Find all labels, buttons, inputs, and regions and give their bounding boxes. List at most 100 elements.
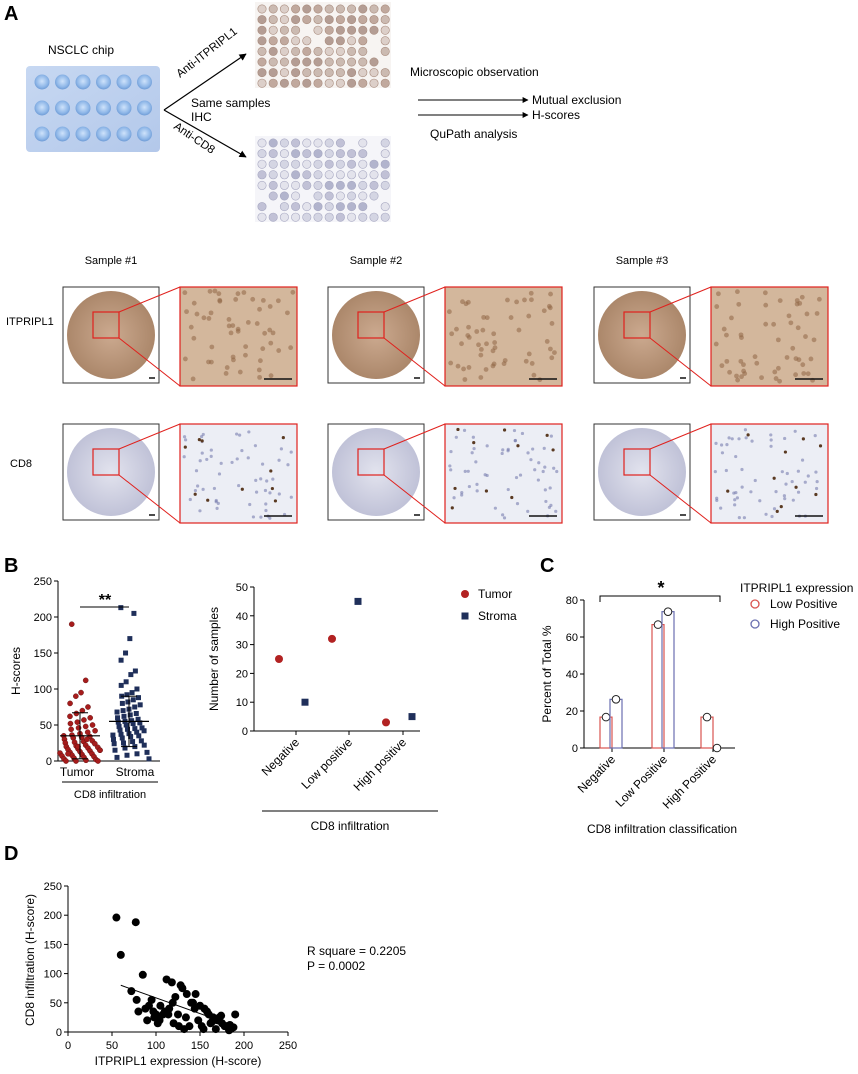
y-tick-label: 200	[34, 612, 52, 624]
tma-core	[335, 191, 345, 201]
cell-nucleus	[783, 497, 787, 501]
tma-core	[257, 46, 267, 56]
cd8-positive-cell	[273, 499, 278, 503]
x-axis-label: ITPRIPL1 expression (H-score)	[95, 1054, 262, 1068]
cell-nucleus	[549, 321, 555, 326]
stroma-point	[128, 672, 134, 678]
zoom-connector	[649, 337, 712, 387]
tma-core	[347, 36, 357, 46]
tma-core	[347, 191, 357, 201]
cell-nucleus	[763, 321, 769, 327]
cell-nucleus	[552, 466, 556, 470]
y-tick-label: 20	[236, 668, 248, 680]
cell-nucleus	[235, 328, 241, 334]
cd8-tma-cores	[257, 138, 390, 222]
cell-nucleus	[492, 345, 498, 351]
tma-core	[313, 68, 323, 78]
cell-nucleus	[270, 330, 276, 336]
cell-nucleus	[526, 351, 532, 357]
cell-nucleus	[217, 472, 222, 476]
cell-nucleus	[235, 291, 241, 297]
tma-core	[324, 212, 334, 222]
tma-core	[358, 46, 368, 56]
cell-nucleus	[448, 360, 454, 366]
tma-core	[279, 191, 289, 201]
tma-core	[291, 170, 301, 180]
tissue-core	[67, 291, 155, 379]
tma-core	[268, 68, 278, 78]
tma-core	[257, 138, 267, 148]
tma-core	[380, 159, 390, 169]
data-point	[164, 1010, 173, 1019]
cd8-positive-cell	[772, 476, 776, 480]
chip-well	[55, 126, 70, 142]
stroma-point	[141, 728, 147, 734]
cell-nucleus	[764, 512, 768, 516]
tma-core	[302, 180, 312, 190]
tma-core	[347, 46, 357, 56]
cd8-positive-cell	[779, 505, 783, 509]
cell-nucleus	[544, 499, 548, 504]
cell-nucleus	[188, 497, 192, 502]
tma-core	[257, 170, 267, 180]
cell-nucleus	[452, 496, 456, 500]
cell-nucleus	[254, 321, 260, 326]
chart-d: 0 50 100 150 200 250 0 50 100 150 200 250 ITPRIPL1 e…	[23, 881, 406, 1068]
tumor-point	[73, 710, 80, 717]
tumor-point	[74, 719, 81, 725]
stroma-point	[125, 699, 131, 705]
x-tick-label: 150	[191, 1040, 209, 1052]
cell-nucleus	[205, 457, 209, 462]
cell-nucleus	[212, 288, 218, 294]
zoom-connector	[383, 337, 446, 387]
cell-nucleus	[803, 480, 807, 484]
y-tick-label: 150	[34, 648, 52, 660]
tma-core	[291, 78, 301, 88]
stroma-point	[118, 605, 124, 611]
y-tick-label: 50	[50, 998, 62, 1010]
cell-nucleus	[520, 431, 525, 436]
cell-nucleus	[541, 469, 545, 474]
tma-core	[268, 36, 278, 46]
tma-core	[324, 25, 334, 35]
legend-label: High Positive	[770, 617, 840, 631]
tma-core	[335, 212, 345, 222]
tma-core	[335, 78, 345, 88]
cell-nucleus	[290, 289, 296, 295]
cell-nucleus	[800, 458, 805, 462]
cell-nucleus	[806, 474, 810, 478]
tma-core	[335, 68, 345, 78]
zoom-image	[444, 423, 563, 524]
legend-marker	[750, 599, 760, 609]
tma-core	[347, 57, 357, 67]
tma-core	[358, 159, 368, 169]
y-axis-label: CD8 infiltration (H-score)	[23, 894, 37, 1026]
cell-nucleus	[772, 507, 777, 511]
tma-core	[291, 4, 301, 14]
x-tick-label: 0	[65, 1040, 71, 1052]
data-point	[217, 1011, 226, 1020]
cell-nucleus	[251, 515, 256, 519]
cell-nucleus	[816, 296, 822, 302]
chip-well	[75, 126, 91, 142]
cell-nucleus	[465, 333, 471, 338]
stroma-point	[408, 713, 416, 721]
chip-well	[137, 126, 152, 142]
tma-core	[302, 36, 312, 46]
cell-nucleus	[466, 365, 472, 370]
stroma-point	[134, 729, 140, 735]
tma-core	[335, 46, 345, 56]
cell-nucleus	[786, 313, 792, 319]
cell-nucleus	[549, 355, 555, 361]
cell-nucleus	[209, 344, 215, 350]
tma-core	[380, 68, 390, 78]
cell-nucleus	[183, 438, 188, 442]
tma-core	[313, 4, 323, 14]
cell-nucleus	[277, 458, 281, 462]
cell-nucleus	[264, 502, 268, 506]
cell-nucleus	[770, 514, 774, 519]
cell-nucleus	[265, 479, 269, 483]
tma-core	[313, 180, 323, 190]
cell-nucleus	[780, 470, 784, 474]
cell-nucleus	[228, 330, 234, 336]
